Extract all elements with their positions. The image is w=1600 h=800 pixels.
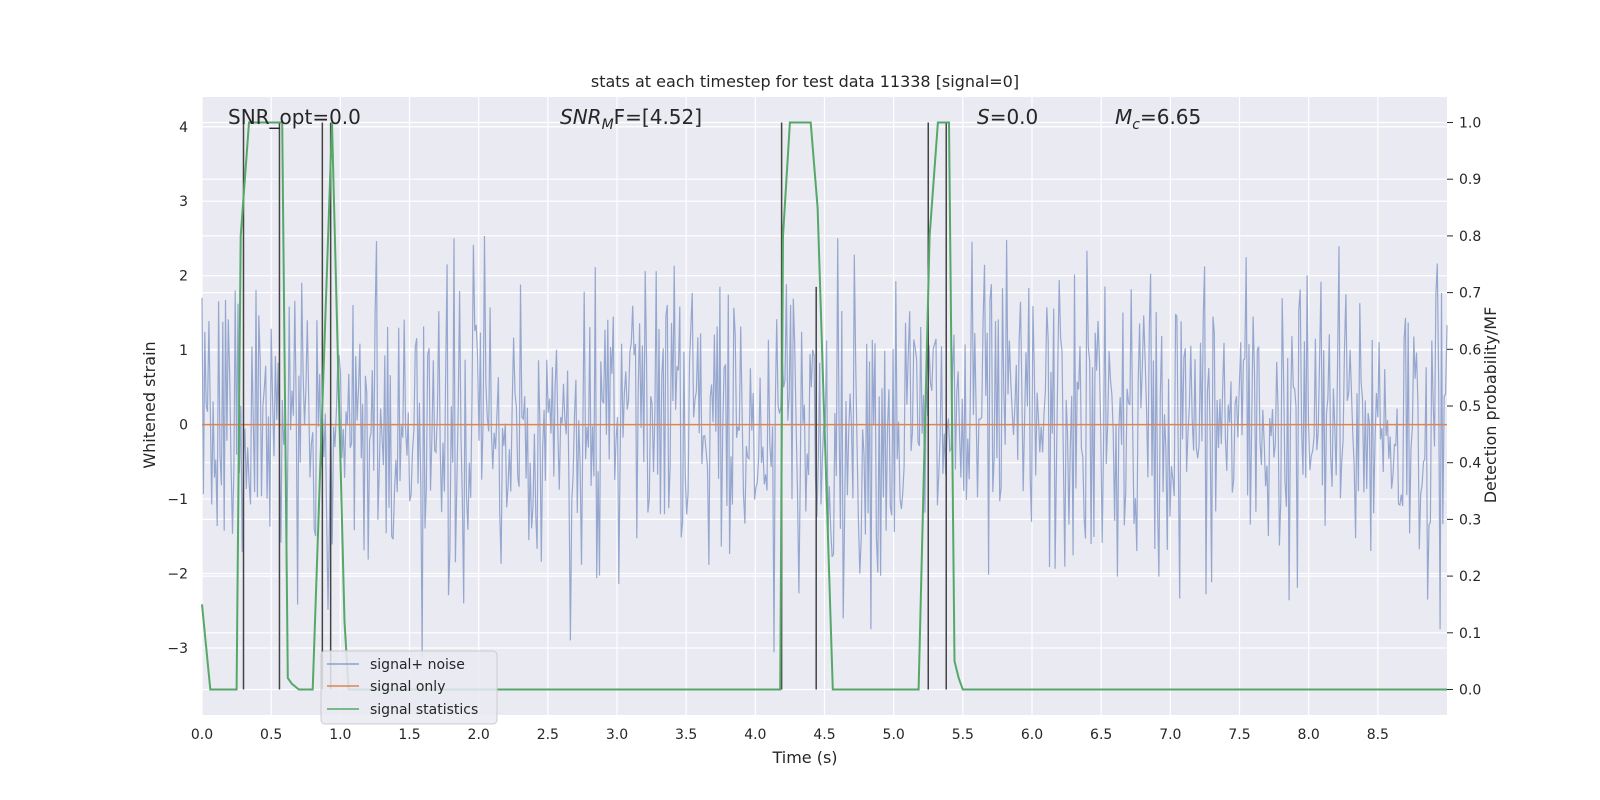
annotation-mc-label: M <box>1115 105 1132 129</box>
y-tick-label-right: 0.3 <box>1459 512 1481 528</box>
x-tick-label: 4.5 <box>813 727 835 743</box>
y-axis-label-right: Detection probability/MF <box>1481 307 1500 504</box>
y-tick-label-left: 4 <box>179 120 188 136</box>
y-tick-label-left: 3 <box>179 194 188 210</box>
y-tick-label-left: 2 <box>179 269 188 285</box>
y-axis-label-left: Whitened strain <box>140 341 159 468</box>
y-tick-label-right: 0.2 <box>1459 569 1481 585</box>
x-tick-label: 8.0 <box>1298 727 1320 743</box>
x-tick-label: 2.5 <box>537 727 559 743</box>
y-tick-label-left: −3 <box>167 641 188 657</box>
legend-label-signal-statistics: signal statistics <box>370 702 478 718</box>
y-tick-label-right: 0.9 <box>1459 172 1481 188</box>
x-tick-label: 6.5 <box>1090 727 1112 743</box>
y-tick-label-right: 0.7 <box>1459 286 1481 302</box>
annotation-snr-mf-suffix: F=[4.52] <box>614 105 702 129</box>
annotation-snr-mf-sub: M <box>602 117 614 133</box>
annotation-mc-sub: c <box>1132 117 1140 133</box>
annotation-s-value: =0.0 <box>990 105 1039 129</box>
x-tick-label: 8.5 <box>1367 727 1389 743</box>
chart-title: stats at each timestep for test data 113… <box>591 72 1019 91</box>
x-tick-label: 6.0 <box>1021 727 1043 743</box>
annotation-mc: Mc=6.65 <box>1115 105 1201 133</box>
annotation-snr-opt: SNR_opt=0.0 <box>228 105 361 129</box>
annotation-s: S=0.0 <box>977 105 1038 129</box>
annotation-snr-mf-prefix: SNR <box>560 105 602 129</box>
legend: signal+ noise signal only signal statist… <box>320 650 498 725</box>
x-tick-label: 3.0 <box>606 727 628 743</box>
x-tick-label: 5.0 <box>883 727 905 743</box>
legend-label-signal-only: signal only <box>370 679 445 695</box>
y-tick-label-left: −2 <box>167 567 188 583</box>
x-tick-label: 0.5 <box>260 727 282 743</box>
x-axis-ticks: 0.0 0.5 1.0 1.5 2.0 2.5 3.0 3.5 4.0 4.5 5.0 5.5 6.0 6… <box>191 727 1389 743</box>
y-tick-label-right: 1.0 <box>1459 116 1481 132</box>
annotation-mc-value: =6.65 <box>1140 105 1201 129</box>
x-tick-label: 1.0 <box>329 727 351 743</box>
y-tick-label-right: 0.6 <box>1459 342 1481 358</box>
legend-box <box>320 650 498 725</box>
annotation-snr-mf: SNRMF=[4.52] <box>560 105 702 133</box>
x-tick-label: 5.5 <box>952 727 974 743</box>
y-axis-ticks-left: 4 3 2 1 0 −1 −2 −3 <box>167 120 188 657</box>
y-tick-label-right: 0.1 <box>1459 626 1481 642</box>
x-tick-label: 2.0 <box>468 727 490 743</box>
x-tick-label: 0.0 <box>191 727 213 743</box>
y-tick-label-left: 1 <box>179 343 188 359</box>
annotation-s-label: S <box>977 105 990 129</box>
x-tick-label: 1.5 <box>398 727 420 743</box>
x-tick-label: 7.0 <box>1159 727 1181 743</box>
y-tick-label-right: 0.5 <box>1459 399 1481 415</box>
y-tick-label-right: 0.0 <box>1459 682 1481 698</box>
y-tick-label-left: 0 <box>179 418 188 434</box>
x-axis-label: Time (s) <box>771 748 837 767</box>
x-tick-label: 7.5 <box>1228 727 1250 743</box>
legend-label-signal-noise: signal+ noise <box>370 657 465 673</box>
y-axis-ticks-right: 1.0 0.9 0.8 0.7 0.6 0.5 0.4 0.3 0.2 0.1 0.0 <box>1447 116 1481 698</box>
y-tick-label-right: 0.8 <box>1459 229 1481 245</box>
x-tick-label: 4.0 <box>744 727 766 743</box>
x-tick-label: 3.5 <box>675 727 697 743</box>
y-tick-label-left: −1 <box>167 492 188 508</box>
y-tick-label-right: 0.4 <box>1459 456 1481 472</box>
